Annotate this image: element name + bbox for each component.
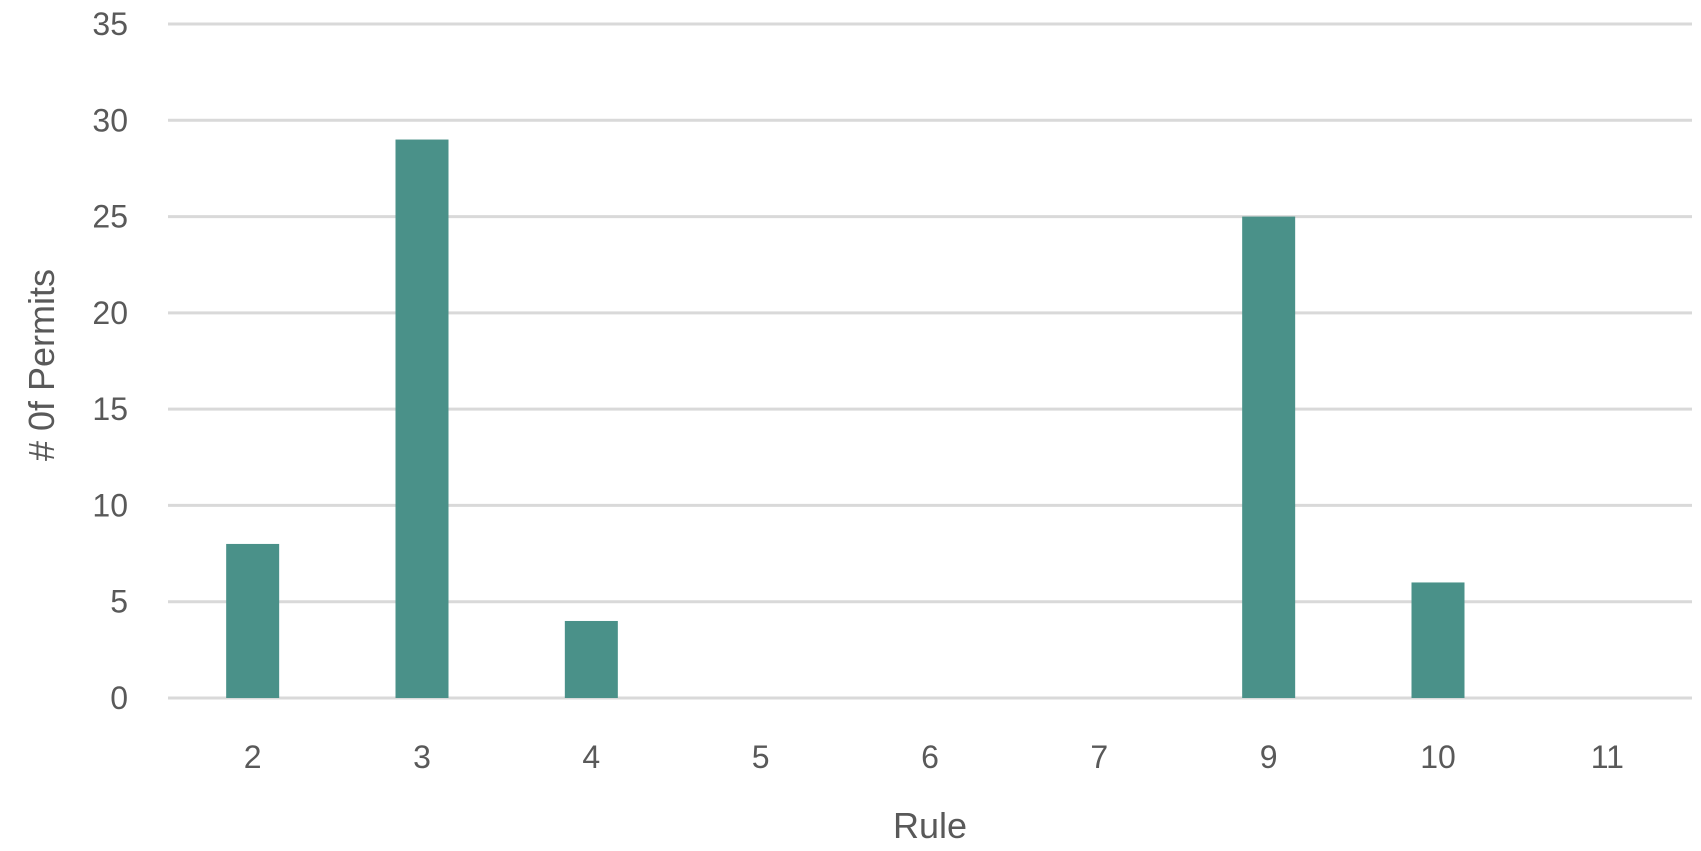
bar <box>1411 582 1465 698</box>
x-axis-ticks: 2 3 4 5 6 7 9 10 11 <box>244 739 1624 775</box>
x-axis-title: Rule <box>893 805 967 846</box>
bar <box>1242 216 1296 699</box>
y-tick-label: 25 <box>92 199 128 235</box>
bar <box>226 543 280 698</box>
x-tick-label: 4 <box>582 739 600 775</box>
y-tick-label: 35 <box>92 6 128 42</box>
y-axis-ticks: 0 5 10 15 20 25 30 35 <box>92 6 128 716</box>
bar <box>395 139 449 699</box>
bar <box>564 620 618 698</box>
x-tick-label: 9 <box>1260 739 1278 775</box>
x-tick-label: 5 <box>752 739 770 775</box>
y-tick-label: 20 <box>92 295 128 331</box>
y-axis-title: # 0f Permits <box>21 269 62 461</box>
x-tick-label: 10 <box>1420 739 1456 775</box>
y-tick-label: 30 <box>92 102 128 138</box>
y-tick-label: 15 <box>92 391 128 427</box>
x-tick-label: 2 <box>244 739 262 775</box>
x-tick-label: 6 <box>921 739 939 775</box>
x-tick-label: 11 <box>1591 739 1624 775</box>
y-tick-label: 10 <box>92 487 128 523</box>
bars <box>226 139 1465 699</box>
y-tick-label: 0 <box>110 680 128 716</box>
x-tick-label: 7 <box>1090 739 1108 775</box>
x-tick-label: 3 <box>413 739 431 775</box>
y-tick-label: 5 <box>110 584 128 620</box>
